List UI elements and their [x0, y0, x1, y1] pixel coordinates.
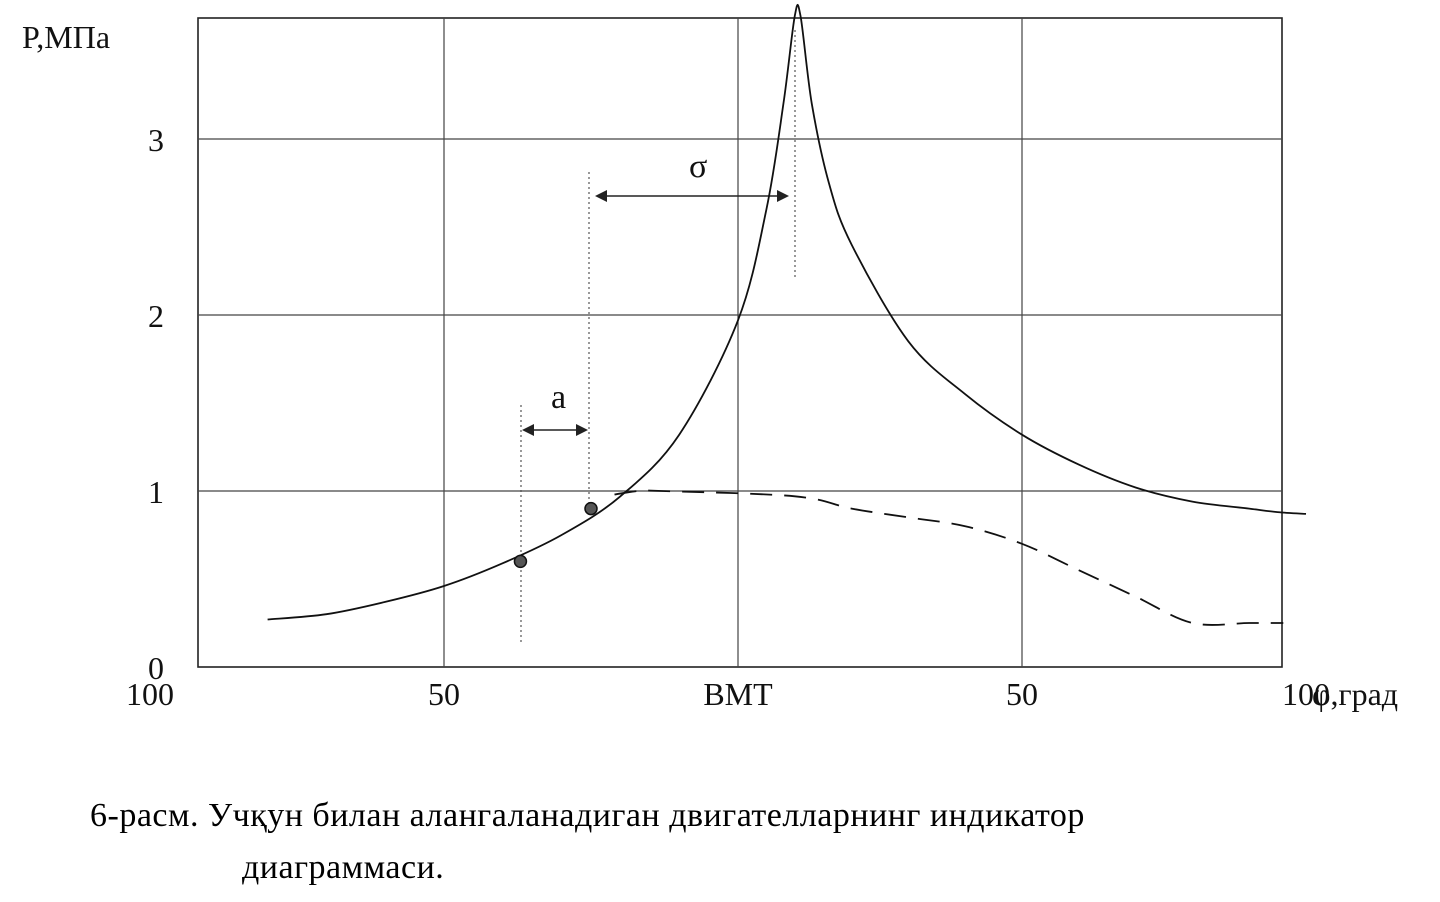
series-solid-line [267, 3, 1307, 621]
figure-caption: 6-расм. Учқун билан алангаланадиган двиг… [90, 790, 1430, 894]
y-tick-label: 3 [148, 122, 164, 158]
data-marker-2 [584, 501, 598, 516]
plot-area-frame [197, 17, 1283, 668]
x-axis-label: φ,град [1312, 676, 1398, 712]
y-tick-label: 1 [148, 474, 164, 510]
sigma-arrowhead-left [595, 190, 607, 202]
grid-lines [198, 18, 1282, 667]
x-tick-label: 50 [1006, 676, 1038, 712]
sigma-label: σ [689, 148, 707, 185]
y-axis-label: P,МПа [22, 19, 110, 55]
a-label: a [551, 379, 566, 416]
caption-line-1: 6-расм. Учқун билан алангаланадиган двиг… [90, 797, 1085, 834]
data-markers [513, 501, 598, 569]
y-tick-label: 0 [148, 650, 164, 686]
data-marker-1 [513, 554, 528, 569]
caption-line-2: диаграммаси. [242, 849, 445, 886]
sigma-arrowhead-right [777, 190, 789, 202]
x-tick-label: 50 [428, 676, 460, 712]
y-tick-label: 2 [148, 298, 164, 334]
x-tick-label: 100 [1282, 676, 1330, 712]
x-tick-label: ВМТ [703, 676, 773, 712]
a-arrowhead-left [522, 424, 534, 436]
axis-tick-labels: 0 1 2 3 100 50 ВМТ 50 100 [126, 122, 1330, 712]
annotations: σ a [520, 30, 796, 645]
data-series [267, 3, 1307, 626]
a-arrowhead-right [576, 424, 588, 436]
x-tick-label: 100 [126, 676, 174, 712]
series-dashed-line [614, 489, 1284, 626]
